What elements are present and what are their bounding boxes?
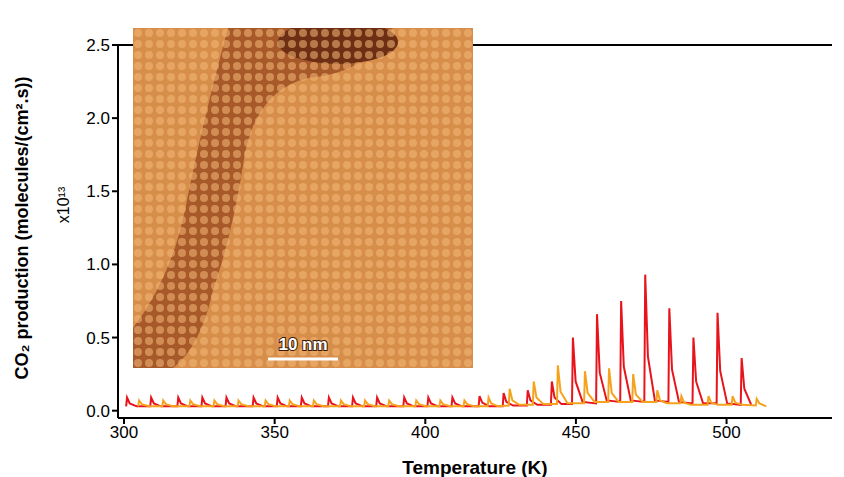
svg-text:2.5: 2.5 bbox=[86, 36, 110, 55]
html-text:CO₂ production (molecules/(cm²: CO₂ production (molecules/(cm².s)) bbox=[11, 76, 32, 380]
svg-text:1.5: 1.5 bbox=[86, 182, 110, 201]
svg-text:0.5: 0.5 bbox=[86, 329, 110, 348]
svg-text:0.0: 0.0 bbox=[86, 402, 110, 421]
svg-text:1.0: 1.0 bbox=[86, 255, 110, 274]
svg-text:Temperature (K): Temperature (K) bbox=[402, 457, 547, 477]
svg-text:350: 350 bbox=[260, 423, 288, 442]
svg-text:10 nm: 10 nm bbox=[278, 335, 327, 354]
svg-text:400: 400 bbox=[411, 423, 439, 442]
svg-text:300: 300 bbox=[110, 423, 138, 442]
html-text:x10¹³: x10¹³ bbox=[55, 186, 72, 224]
svg-text:2.0: 2.0 bbox=[86, 109, 110, 128]
svg-text:450: 450 bbox=[562, 423, 590, 442]
svg-text:500: 500 bbox=[712, 423, 740, 442]
